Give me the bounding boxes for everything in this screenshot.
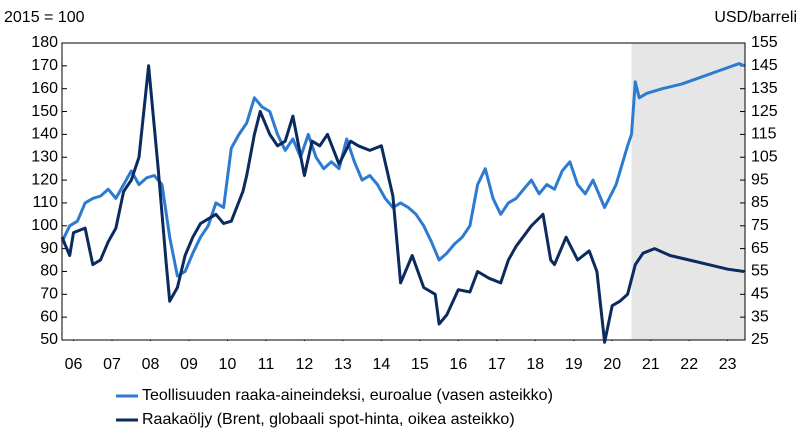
- y-tick-label: 150: [31, 103, 58, 120]
- plot-frame: [61, 42, 746, 341]
- x-tick-label: 06: [65, 356, 83, 373]
- y2-axis-label: USD/barreli: [714, 9, 797, 26]
- y2-tick-label: 25: [751, 331, 769, 348]
- y2-tick-label: 85: [751, 194, 769, 211]
- x-tick-label: 09: [180, 356, 198, 373]
- x-tick-label: 21: [642, 356, 660, 373]
- y2-tick-label: 125: [751, 103, 778, 120]
- x-tick-label: 18: [526, 356, 544, 373]
- forecast-area: [631, 43, 745, 340]
- x-tick-label: 12: [296, 356, 314, 373]
- y-tick-label: 50: [40, 331, 58, 348]
- y-tick-label: 90: [40, 240, 58, 257]
- y-axis-label: 2015 = 100: [4, 9, 85, 26]
- series-line: [60, 64, 745, 344]
- y-tick-label: 130: [31, 148, 58, 165]
- series-line: [60, 62, 745, 278]
- x-tick-label: 07: [103, 356, 121, 373]
- y2-tick-label: 95: [751, 171, 769, 188]
- y2-tick-label: 55: [751, 263, 769, 280]
- y2-tick-label: 145: [751, 57, 778, 74]
- y2-tick-label: 65: [751, 240, 769, 257]
- y-tick-label: 100: [31, 217, 58, 234]
- y2-tick-label: 155: [751, 34, 778, 51]
- y-tick-label: 110: [32, 194, 58, 211]
- x-tick-label: 20: [603, 356, 621, 373]
- x-tick-label: 17: [488, 356, 506, 373]
- x-tick-label: 19: [565, 356, 583, 373]
- y-tick-label: 60: [40, 308, 58, 325]
- y2-tick-label: 135: [751, 80, 778, 97]
- y2-tick-label: 35: [751, 308, 769, 325]
- legend-label: Teollisuuden raaka-aineindeksi, euroalue…: [142, 387, 553, 404]
- y-tick-label: 140: [31, 126, 58, 143]
- x-tick-label: 10: [219, 356, 237, 373]
- x-tick-label: 14: [372, 356, 390, 373]
- x-tick-label: 11: [258, 356, 275, 373]
- y2-tick-label: 115: [751, 126, 777, 143]
- y2-tick-label: 45: [751, 286, 769, 303]
- y2-tick-label: 105: [751, 148, 778, 165]
- legend-label: Raakaöljy (Brent, globaali spot-hinta, o…: [142, 411, 515, 428]
- x-tick-label: 15: [411, 356, 429, 373]
- x-tick-label: 13: [334, 356, 352, 373]
- y-tick-label: 70: [40, 286, 58, 303]
- y-tick-label: 120: [31, 171, 58, 188]
- x-tick-label: 23: [719, 356, 737, 373]
- y-tick-label: 80: [40, 263, 58, 280]
- x-tick-label: 22: [680, 356, 698, 373]
- y-tick-label: 170: [31, 57, 58, 74]
- y2-tick-label: 75: [751, 217, 769, 234]
- y-tick-label: 160: [31, 80, 58, 97]
- y-tick-label: 180: [31, 34, 58, 51]
- x-tick-label: 16: [449, 356, 467, 373]
- x-tick-label: 08: [142, 356, 160, 373]
